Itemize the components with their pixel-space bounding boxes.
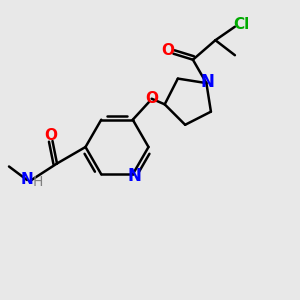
Text: H: H bbox=[32, 175, 43, 188]
Text: Cl: Cl bbox=[233, 17, 250, 32]
Text: O: O bbox=[145, 91, 158, 106]
Text: N: N bbox=[21, 172, 33, 188]
Text: N: N bbox=[127, 167, 141, 185]
Text: O: O bbox=[161, 43, 175, 58]
Text: O: O bbox=[44, 128, 58, 143]
Text: N: N bbox=[201, 73, 215, 91]
